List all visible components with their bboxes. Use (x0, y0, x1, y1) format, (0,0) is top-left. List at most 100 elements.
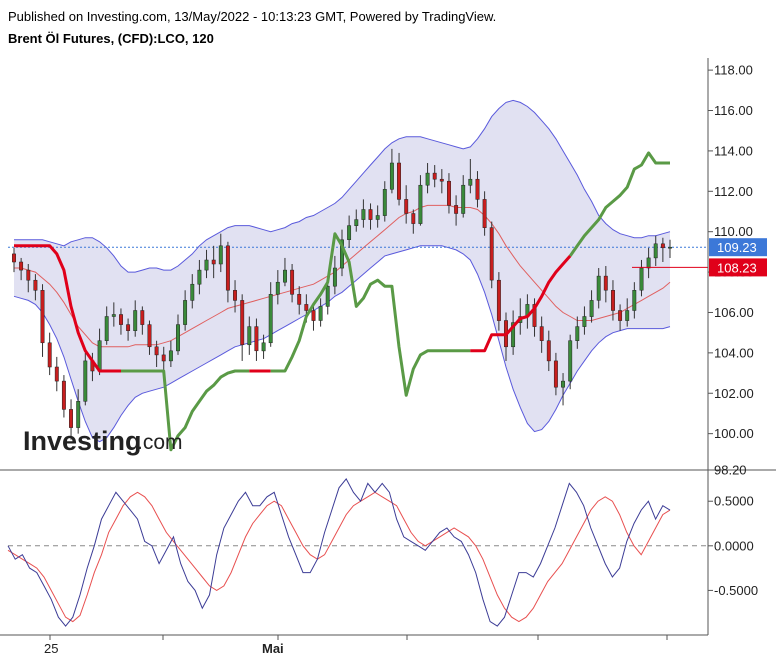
candle-body (653, 243, 658, 259)
candle-body (161, 354, 166, 362)
candle (176, 314, 180, 355)
supertrend-down-segment (14, 244, 121, 373)
candle (489, 221, 494, 289)
candle-body (325, 285, 330, 307)
candle-body (183, 300, 188, 325)
candle (546, 330, 551, 372)
candle (404, 185, 409, 224)
candle (290, 264, 295, 303)
price-tick-label: 102.00 (714, 386, 754, 401)
candle (646, 247, 651, 279)
candle-body (140, 310, 145, 325)
candle-body (26, 269, 31, 281)
candle (225, 241, 230, 303)
candle-body (111, 314, 116, 317)
candle-body (668, 246, 672, 249)
candle-body (126, 324, 131, 331)
candle-body (61, 380, 66, 410)
candle (254, 318, 259, 361)
candle-body (154, 346, 159, 356)
candle-body (69, 409, 73, 428)
candle (447, 173, 451, 214)
price-tick-label: 116.00 (714, 103, 753, 118)
candle (553, 352, 558, 396)
candle-body (632, 290, 637, 311)
candle-body (304, 304, 309, 311)
candle-body (447, 180, 451, 206)
symbol-title: Brent Öl Futures, (CFD):LCO, 120 (8, 31, 214, 46)
candle-body (411, 213, 416, 224)
candle (19, 257, 24, 281)
candle (154, 340, 159, 367)
supertrend-up-segment (121, 369, 250, 452)
candle-body (268, 294, 273, 344)
candle (475, 171, 480, 208)
candle-body (639, 267, 644, 291)
oscillator-pane (7, 478, 708, 627)
candle-body (561, 380, 565, 388)
candle-body (311, 310, 316, 321)
candle-body (332, 267, 337, 287)
candle-body (475, 178, 480, 200)
candle-body (496, 279, 501, 321)
candle (40, 284, 45, 357)
candle (54, 356, 59, 392)
last-price-label: 109.23 (717, 240, 757, 255)
candle-body (368, 209, 373, 220)
candle (582, 306, 587, 335)
candle-body (418, 184, 423, 224)
candle-body (439, 178, 444, 182)
candle-body (290, 269, 295, 295)
oscillator-slow-line (7, 491, 671, 623)
price-tick-label: 110.00 (714, 224, 753, 239)
candle-body (47, 342, 52, 368)
published-info: Published on Investing.com, 13/May/2022 … (8, 9, 497, 24)
oscillator-tick-label: -0.5000 (714, 583, 758, 598)
candle (454, 195, 459, 226)
candle (47, 332, 52, 376)
supertrend-down-segment (470, 254, 572, 353)
bollinger-upper-line (14, 99, 671, 273)
candle (461, 175, 466, 218)
candle-body (589, 300, 594, 317)
time-label: Mai (262, 641, 284, 656)
price-pane (8, 99, 708, 452)
candle (340, 229, 344, 277)
candle (104, 306, 109, 345)
candle-body (275, 281, 280, 295)
oscillator-fast-line (7, 478, 671, 627)
candle (354, 209, 359, 232)
candle (439, 169, 444, 194)
candle-body (19, 261, 24, 271)
candle-body (539, 326, 544, 341)
candle (618, 304, 623, 331)
candle (140, 306, 145, 335)
candle (12, 247, 16, 273)
candle-body (254, 326, 259, 352)
candle-body (625, 310, 630, 321)
investing-logo: Investing .com (23, 426, 183, 456)
price-tick-label: 106.00 (714, 305, 754, 320)
candle (653, 235, 658, 267)
candle-body (168, 350, 173, 362)
candle (332, 255, 337, 295)
candle-body (660, 243, 665, 249)
supertrend-up-segment (270, 232, 471, 397)
candle (318, 298, 323, 327)
bollinger-lower-line (13, 245, 671, 443)
candle (218, 233, 223, 273)
oscillator-tick-label: 0.0000 (714, 538, 754, 553)
candle-body (596, 275, 601, 301)
candle (411, 209, 416, 234)
candle (268, 282, 273, 347)
candle-body (247, 326, 252, 346)
candle-body (553, 360, 558, 388)
candle-body (532, 304, 537, 327)
candle-body (40, 290, 45, 344)
candle (375, 205, 380, 228)
candle (211, 245, 216, 279)
candle-body (119, 314, 123, 325)
candle (76, 389, 81, 434)
candle (311, 304, 316, 331)
